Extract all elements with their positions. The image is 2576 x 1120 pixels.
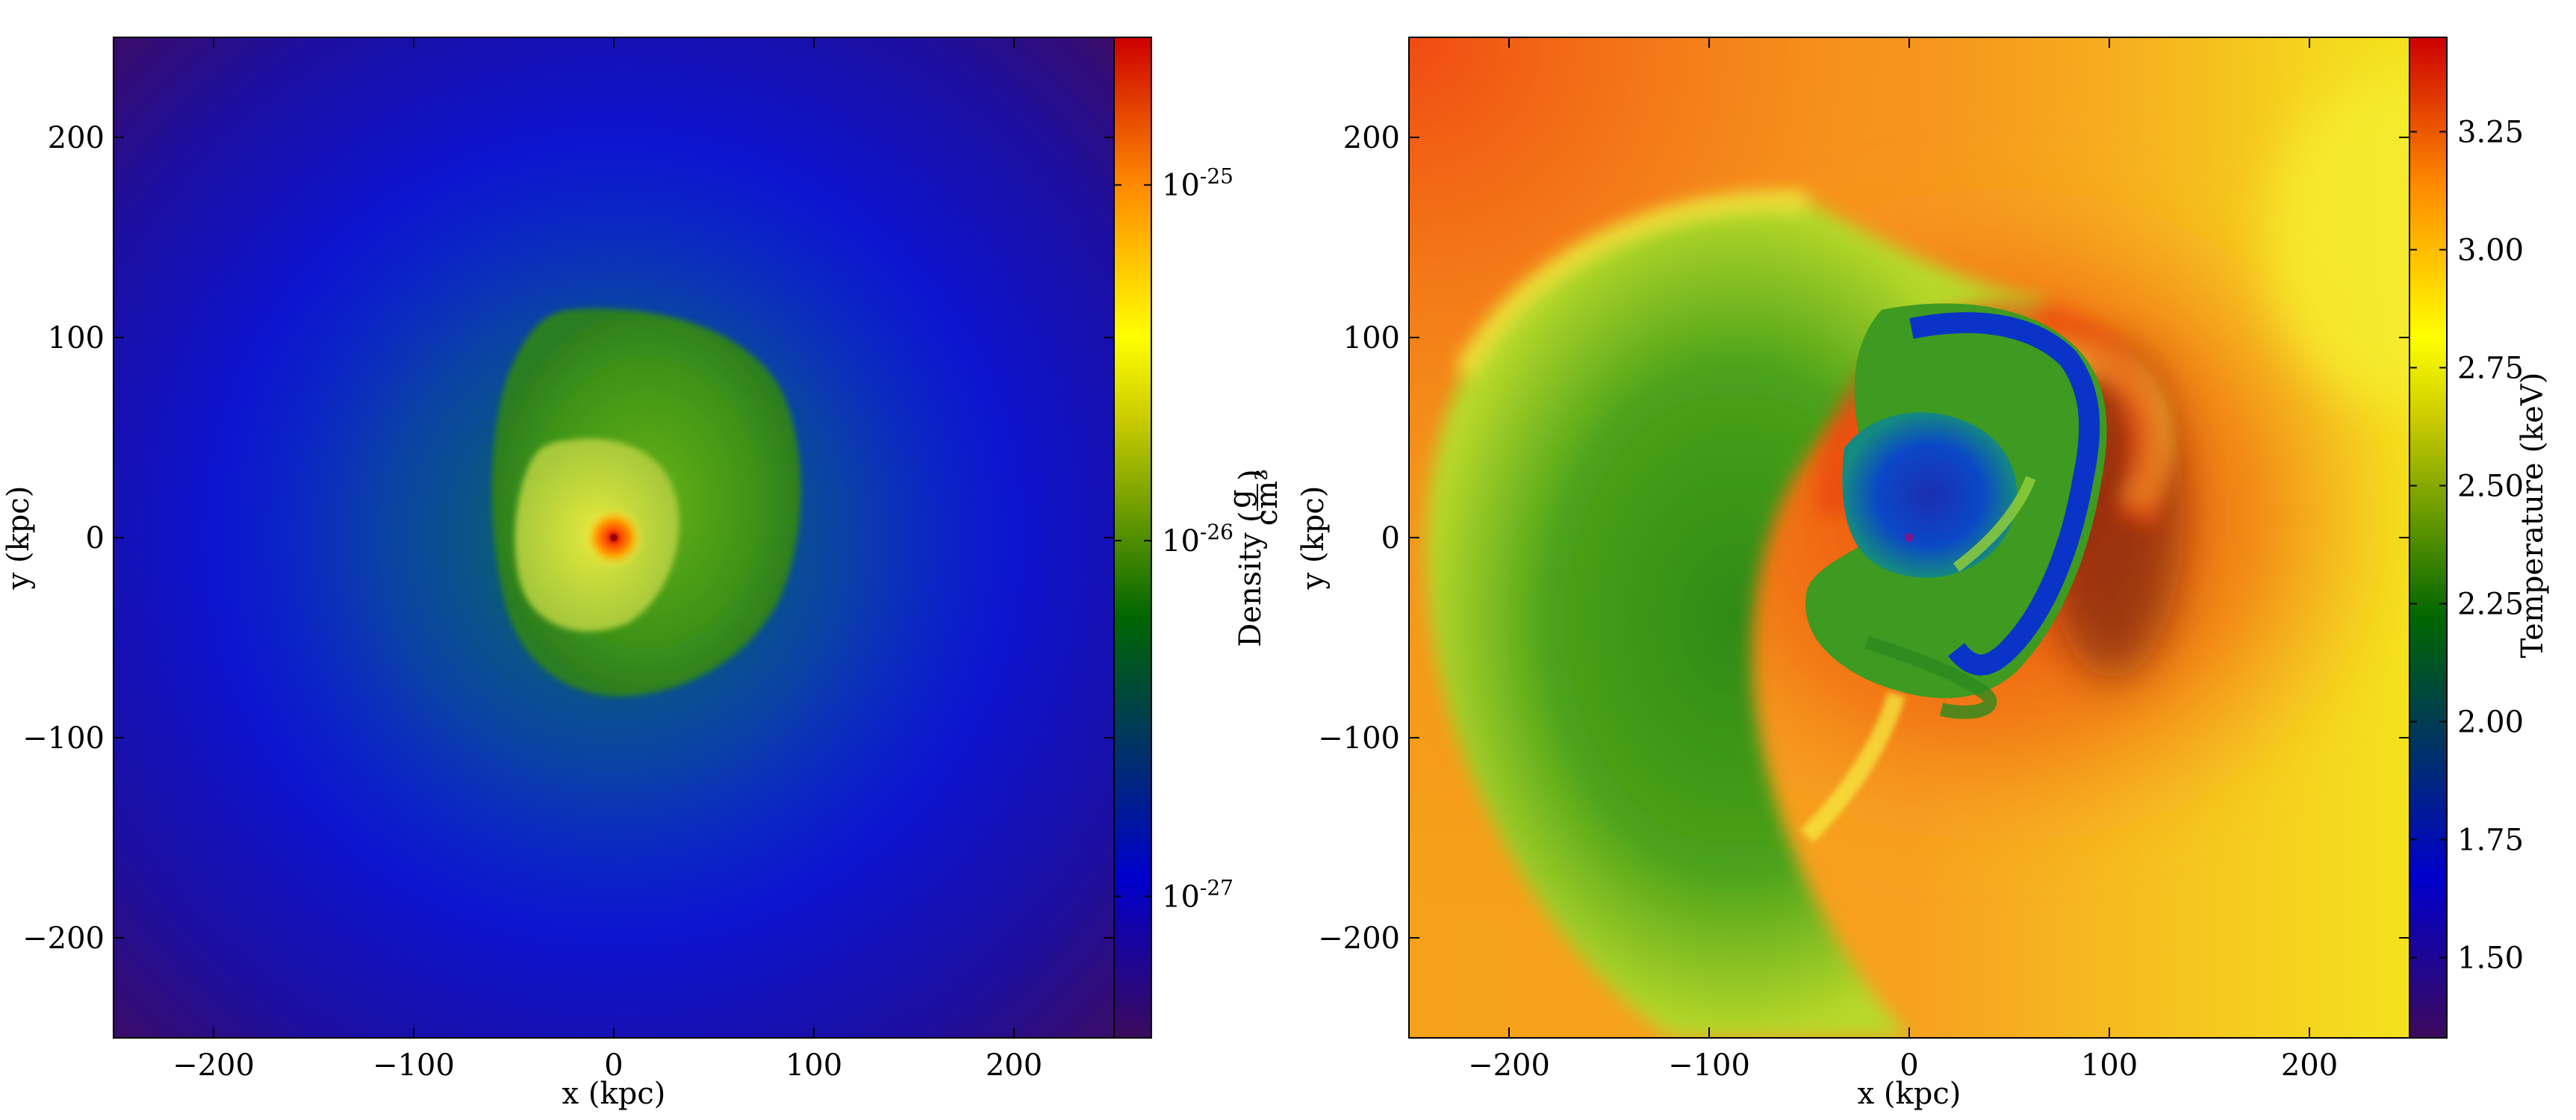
density-xtick-label: −200 xyxy=(172,1048,255,1083)
density-heatmap xyxy=(113,37,1114,1038)
temperature-axes: −200 −100 0 100 200 −200 −100 0 100 200 xyxy=(1318,37,2409,1083)
temperature-ytick-label: 0 xyxy=(1381,521,1400,556)
temperature-colorbar-tick-label: 2.25 xyxy=(2457,587,2524,621)
density-unit-paren-open: ( xyxy=(1233,511,1268,523)
temperature-ytick-label: −100 xyxy=(1318,721,1400,756)
temperature-colorbar-tick-label: 3.00 xyxy=(2457,233,2524,267)
density-panel: −200 −100 0 100 200 −200 −100 0 100 200 x (kpc) y… xyxy=(1,37,1284,1111)
density-label-text: Density xyxy=(1233,532,1268,647)
density-xtick-label: 0 xyxy=(604,1048,623,1083)
temperature-colorbar xyxy=(2409,37,2448,1039)
temperature-xtick-label: 100 xyxy=(2081,1048,2138,1083)
density-xlabel: x (kpc) xyxy=(562,1077,666,1111)
density-colorbar xyxy=(1113,37,1152,1039)
density-xtick-label: −100 xyxy=(373,1048,455,1083)
density-ytick-label: 100 xyxy=(48,321,105,355)
temperature-xtick-label: −100 xyxy=(1668,1048,1750,1083)
temperature-panel: −200 −100 0 100 200 −200 −100 0 100 200 x (kpc) y… xyxy=(1296,37,2550,1111)
density-xtick-label: 200 xyxy=(986,1048,1042,1083)
density-ytick-label: 200 xyxy=(48,121,105,155)
temperature-colorbar-label: Temperature (keV) xyxy=(2516,373,2550,659)
density-colorbar-tick-label: 10-26 xyxy=(1162,520,1233,559)
temperature-colorbar-tick-label: 3.25 xyxy=(2457,115,2524,149)
density-unit-paren-close: ) xyxy=(1233,469,1268,481)
density-axes: −200 −100 0 100 200 −200 −100 0 100 200 xyxy=(22,37,1114,1083)
temperature-xtick-label: 0 xyxy=(1900,1048,1918,1083)
density-ytick-label: 0 xyxy=(86,521,105,556)
temperature-colorbar-tick-label: 1.75 xyxy=(2457,824,2524,858)
temperature-ytick-label: 200 xyxy=(1343,121,1400,155)
temperature-ytick-label: 100 xyxy=(1343,321,1400,355)
temperature-colorbar-tick-label: 2.00 xyxy=(2457,706,2524,740)
temperature-colorbar-tick-label: 2.75 xyxy=(2457,351,2524,385)
temperature-ytick-label: −200 xyxy=(1318,921,1400,956)
temperature-colorbar-ticks: 1.50 1.75 2.00 2.25 2.50 2.75 3.00 3.25 xyxy=(2409,115,2524,976)
temperature-ylabel: y (kpc) xyxy=(1296,486,1331,591)
temperature-heatmap xyxy=(1409,37,2409,1038)
temperature-colorbar-tick-label: 2.50 xyxy=(2457,469,2524,503)
density-unit-denominator: cm³ xyxy=(1250,469,1284,526)
density-ytick-label: −200 xyxy=(22,921,105,956)
temperature-xlabel: x (kpc) xyxy=(1858,1077,1961,1111)
density-colorbar-label: Density ( g cm³ ) xyxy=(1223,469,1284,647)
temperature-xtick-label: −200 xyxy=(1468,1048,1550,1083)
temperature-xtick-label: 200 xyxy=(2281,1048,2338,1083)
density-ylabel: y (kpc) xyxy=(1,486,36,591)
density-unit-numerator: g xyxy=(1223,489,1257,508)
density-colorbar-tick-label: 10-27 xyxy=(1162,875,1233,914)
density-xtick-label: 100 xyxy=(785,1048,842,1083)
density-ytick-label: −100 xyxy=(22,721,105,756)
temperature-colorbar-tick-label: 1.50 xyxy=(2457,942,2524,976)
density-colorbar-tick-label: 10-25 xyxy=(1162,164,1233,203)
density-colorbar-ticks: 10-25 10-26 10-27 xyxy=(1114,164,1233,914)
